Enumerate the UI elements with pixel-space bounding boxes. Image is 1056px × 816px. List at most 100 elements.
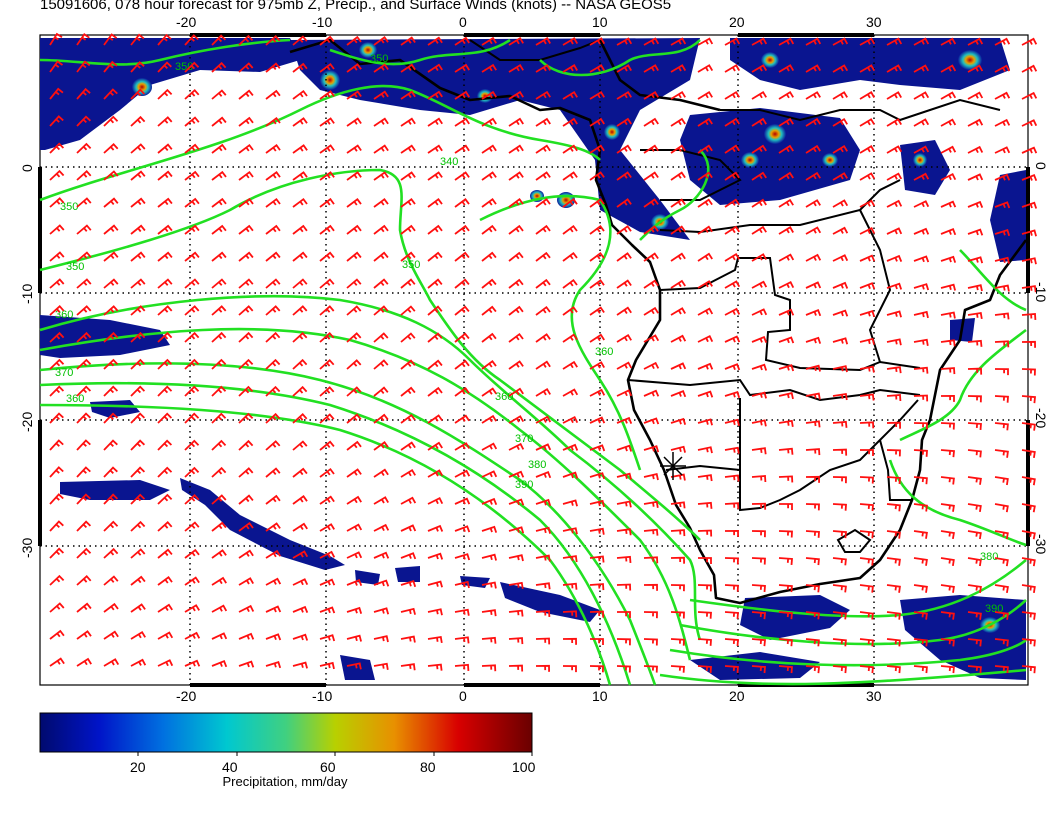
wind-barb <box>967 339 983 347</box>
wind-barb <box>400 144 416 154</box>
wind-barb <box>697 584 712 592</box>
wind-barb <box>454 224 470 235</box>
contour-label: 390 <box>515 479 533 491</box>
lon-tick-label: 0 <box>459 688 467 704</box>
wind-barb <box>778 280 795 289</box>
wind-barb <box>724 418 740 427</box>
wind-barb <box>346 144 362 154</box>
wind-barb <box>400 524 417 532</box>
wind-barb <box>589 306 605 316</box>
wind-barb <box>913 557 928 566</box>
wind-barb <box>616 37 633 46</box>
wind-barb <box>751 335 768 343</box>
wind-barb <box>616 472 632 480</box>
wind-barb <box>319 332 335 343</box>
wind-barb <box>238 143 254 154</box>
wind-barb <box>211 331 227 343</box>
wind-barb <box>562 333 578 343</box>
wind-barb <box>967 367 983 375</box>
wind-barb <box>670 556 685 564</box>
wind-barb <box>913 338 929 346</box>
wind-barb <box>589 252 605 262</box>
wind-barb <box>508 360 524 370</box>
wind-barb <box>589 144 605 154</box>
wind-barb <box>481 171 497 181</box>
wind-barb <box>400 441 416 451</box>
wind-barb <box>508 171 524 181</box>
wind-barb <box>670 390 687 398</box>
wind-barb <box>913 503 928 512</box>
wind-barb <box>157 116 173 127</box>
wind-barb <box>400 579 417 588</box>
wind-barb <box>481 387 497 397</box>
wind-barb <box>913 530 928 539</box>
wind-barb <box>427 278 443 289</box>
wind-barb <box>940 449 955 458</box>
wind-barb <box>697 252 713 262</box>
wind-barb <box>535 415 552 424</box>
wind-barb <box>751 225 767 235</box>
wind-barb <box>562 610 578 618</box>
wind-barb <box>886 64 903 73</box>
wind-barb <box>211 61 227 73</box>
wind-barb <box>427 198 443 208</box>
lon-tick-label: -20 <box>176 14 196 30</box>
colorbar-title: Precipitation, mm/day <box>222 774 348 789</box>
wind-barb <box>859 476 874 484</box>
wind-barb <box>157 143 173 154</box>
wind-barb <box>886 366 902 374</box>
wind-barb <box>751 363 768 371</box>
wind-barb <box>130 466 146 478</box>
wind-barb <box>1021 476 1036 486</box>
wind-barb <box>211 604 228 613</box>
wind-barb <box>103 439 118 451</box>
wind-barb <box>1021 174 1038 182</box>
wind-barb <box>670 225 686 235</box>
wind-barb <box>697 611 712 619</box>
wind-barb <box>346 413 362 424</box>
wind-barb <box>724 502 740 510</box>
wind-barb <box>157 251 173 262</box>
wind-barb <box>913 476 928 485</box>
wind-barb <box>1021 611 1036 620</box>
wind-barb <box>238 116 254 127</box>
wind-barb <box>427 359 443 370</box>
wind-barb <box>184 466 200 478</box>
wind-barb <box>535 198 551 208</box>
wind-barb <box>49 493 64 505</box>
wind-barb <box>967 449 982 458</box>
wind-barb <box>346 63 362 73</box>
wind-barb <box>319 661 335 670</box>
wind-barb <box>427 580 443 588</box>
wind-barb <box>157 631 174 640</box>
wind-barb <box>832 64 849 73</box>
wind-barb <box>238 62 254 73</box>
wind-barb <box>481 581 497 589</box>
wind-barb <box>238 278 254 289</box>
wind-barb <box>859 365 875 373</box>
wind-barb <box>940 118 957 127</box>
wind-barb <box>616 361 633 370</box>
wind-barb <box>319 278 335 289</box>
wind-barb <box>805 584 820 593</box>
wind-barb <box>859 37 876 46</box>
wind-barb <box>157 603 173 613</box>
wind-barb <box>832 530 847 539</box>
wind-barb <box>427 414 443 424</box>
wind-barb <box>454 359 470 370</box>
wind-barb <box>616 555 632 563</box>
lon-tick-label: -20 <box>176 688 196 704</box>
wind-barb <box>859 91 875 100</box>
wind-barb <box>805 117 821 127</box>
wind-barb <box>454 144 470 154</box>
wind-barb <box>373 278 389 289</box>
wind-barb <box>346 579 363 587</box>
wind-barb <box>454 414 470 424</box>
wind-barb <box>616 528 632 536</box>
wind-barb <box>940 503 955 512</box>
wind-barb <box>778 336 795 344</box>
lon-tick-label: 30 <box>866 14 882 30</box>
wind-barb <box>832 557 847 566</box>
wind-barb <box>49 439 64 451</box>
wind-barb <box>562 171 578 181</box>
